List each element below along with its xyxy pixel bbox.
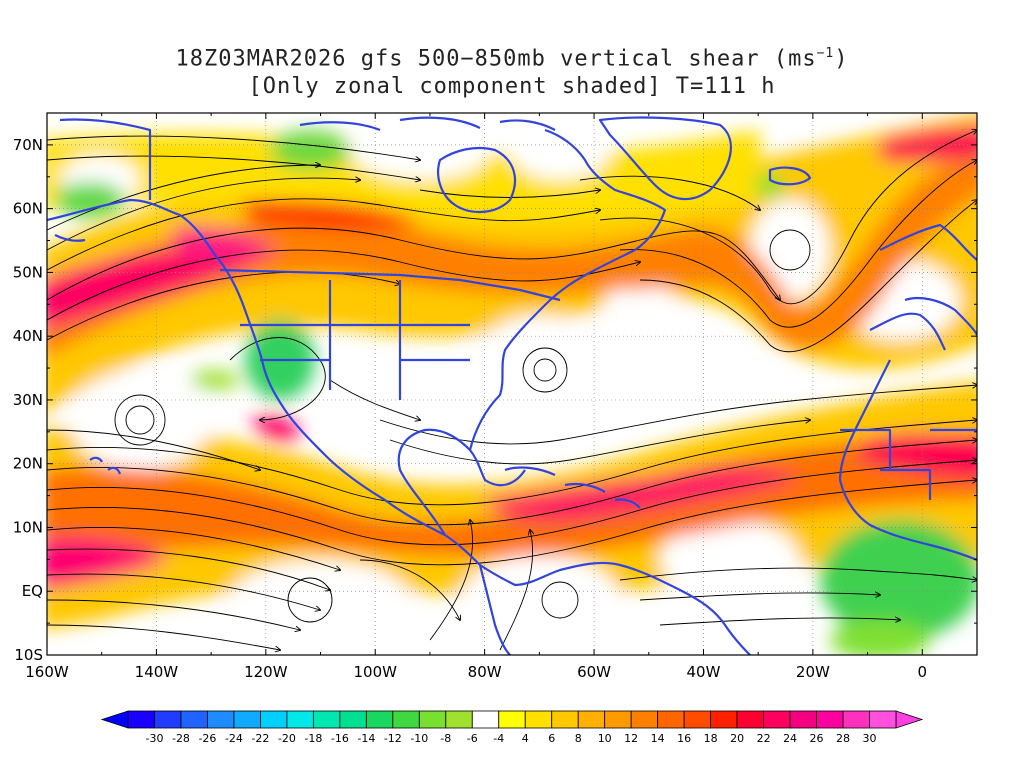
map-frame	[46, 112, 978, 656]
colorbar-swatch	[445, 710, 473, 729]
streamlines	[47, 130, 977, 650]
lon-tick-label: 80W	[468, 663, 502, 681]
colorbar-swatch	[233, 710, 261, 729]
colorbar-swatch	[260, 710, 288, 729]
colorbar-label: 24	[783, 732, 797, 745]
colorbar-swatch	[498, 710, 526, 729]
colorbar-swatch	[789, 710, 817, 729]
longitude-axis: 160W 140W 120W 100W 80W 60W 40W 20W 0	[25, 113, 978, 681]
colorbar-label: -16	[331, 732, 349, 745]
colorbar-swatch	[524, 710, 553, 729]
shading-layer	[47, 113, 977, 655]
lat-tick-label: 10N	[13, 518, 43, 536]
lon-tick-label: 60W	[577, 663, 611, 681]
colorbar-swatch	[339, 710, 367, 729]
colorbar-label: 30	[863, 732, 877, 745]
colorbar-label: -24	[225, 732, 243, 745]
lat-tick-label: 50N	[13, 263, 43, 281]
colorbar-label: 20	[730, 732, 744, 745]
colorbar-label: -8	[440, 732, 451, 745]
colorbar-swatch	[312, 710, 341, 729]
colorbar-label: -6	[467, 732, 478, 745]
colorbar-swatch	[471, 710, 500, 729]
colorbar-label: -4	[493, 732, 504, 745]
colorbar-label: -12	[384, 732, 402, 745]
chart-title-line1: 18Z03MAR2026 gfs 500−850mb vertical shea…	[175, 46, 849, 72]
colorbar: -30 -28 -26 -24 -22 -20 -18 -16 -14 -12 -10 -8 -6 -4 4…	[100, 710, 924, 745]
colorbar-label: 22	[757, 732, 771, 745]
colorbar-label: 8	[575, 732, 582, 745]
colorbar-label: 6	[548, 732, 555, 745]
coastlines	[47, 116, 977, 655]
colorbar-swatch	[180, 710, 208, 729]
colorbar-label: -22	[251, 732, 269, 745]
colorbar-label: -10	[410, 732, 428, 745]
colorbar-label: -14	[357, 732, 375, 745]
lon-tick-label: 100W	[354, 663, 398, 681]
lat-tick-label: 60N	[13, 200, 43, 218]
colorbar-label: -28	[172, 732, 190, 745]
colorbar-swatch	[842, 710, 870, 729]
colorbar-label: -26	[198, 732, 216, 745]
colorbar-swatch	[710, 710, 738, 729]
lon-tick-label: 120W	[244, 663, 288, 681]
colorbar-right-arrow	[895, 710, 924, 729]
lon-tick-label: 20W	[796, 663, 830, 681]
colorbar-swatch	[392, 710, 420, 729]
colorbar-label: 18	[704, 732, 718, 745]
colorbar-swatch	[207, 710, 235, 729]
colorbar-label: -18	[304, 732, 322, 745]
colorbar-swatch	[683, 710, 712, 729]
colorbar-swatch	[630, 710, 659, 729]
lon-tick-label: 140W	[135, 663, 179, 681]
lat-tick-label: EQ	[22, 582, 43, 600]
colorbar-label: 10	[598, 732, 612, 745]
colorbar-swatch	[869, 710, 897, 729]
colorbar-label: -20	[278, 732, 296, 745]
colorbar-swatch	[657, 710, 685, 729]
lat-tick-label: 10S	[14, 646, 43, 664]
lat-tick-label: 70N	[13, 136, 43, 154]
colorbar-swatch	[604, 710, 632, 729]
colorbar-label: 12	[624, 732, 638, 745]
colorbar-label: 4	[522, 732, 529, 745]
colorbar-left-arrow	[100, 710, 129, 729]
colorbar-swatch	[551, 710, 579, 729]
colorbar-swatch	[154, 710, 182, 729]
colorbar-swatch	[763, 710, 791, 729]
lat-tick-label: 40N	[13, 327, 43, 345]
colorbar-label: 14	[651, 732, 665, 745]
colorbar-swatch	[418, 710, 447, 729]
lon-tick-label: 0	[918, 663, 928, 681]
colorbar-label: 26	[810, 732, 824, 745]
lon-tick-label: 40W	[687, 663, 721, 681]
chart-title-line2: [Only zonal component shaded] T=111 h	[248, 74, 776, 99]
colorbar-swatch	[577, 710, 606, 729]
lat-tick-label: 20N	[13, 455, 43, 473]
colorbar-label: -30	[145, 732, 163, 745]
lon-tick-label: 160W	[25, 663, 69, 681]
colorbar-swatch	[127, 710, 155, 729]
colorbar-swatch	[365, 710, 394, 729]
lat-tick-label: 30N	[13, 391, 43, 409]
colorbar-swatch	[286, 710, 314, 729]
colorbar-swatch	[816, 710, 844, 729]
latitude-axis: 70N 60N 50N 40N 30N 20N 10N EQ 10S	[13, 136, 977, 664]
colorbar-label: 16	[677, 732, 691, 745]
colorbar-swatch	[736, 710, 764, 729]
colorbar-label: 28	[836, 732, 850, 745]
